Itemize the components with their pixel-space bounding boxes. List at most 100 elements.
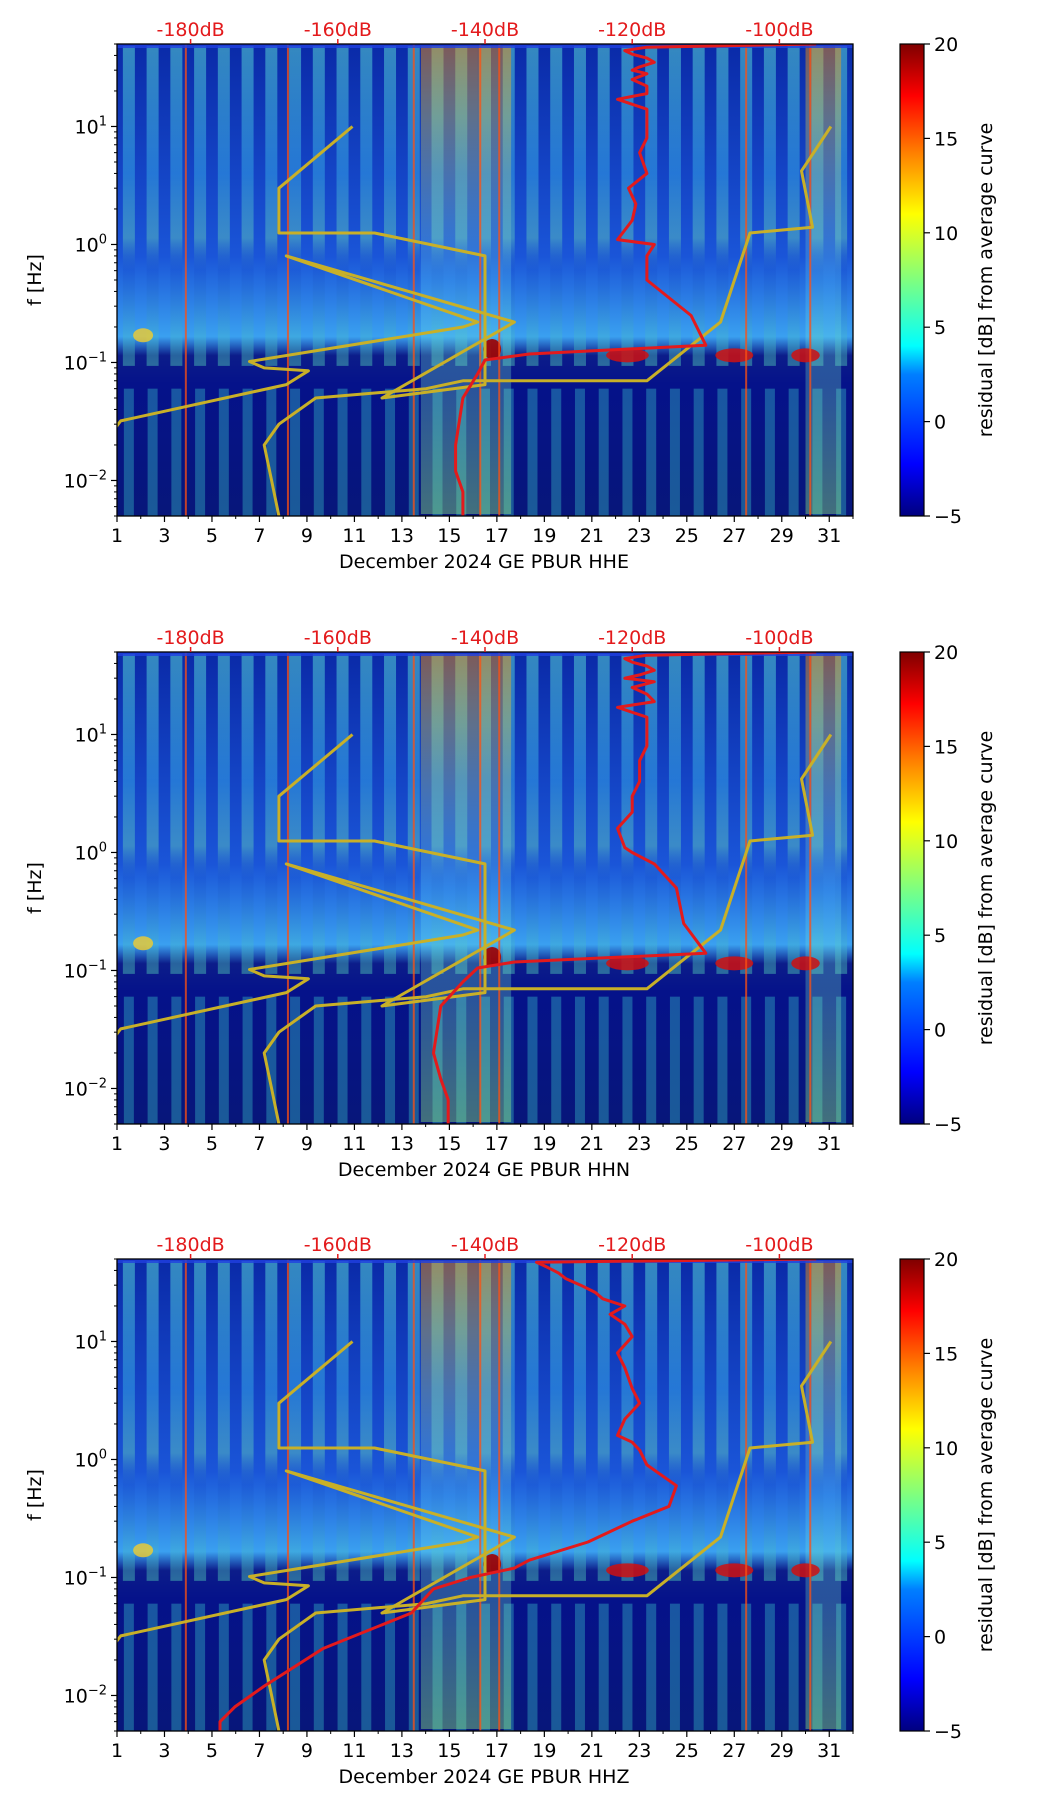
- daily-noise-stripe: [763, 1261, 776, 1581]
- daily-low-freq-stripe: [385, 1603, 396, 1731]
- y-tick-label: 101: [75, 114, 107, 138]
- daily-low-freq-stripe: [218, 388, 229, 516]
- colorbar-tick-label: 5: [934, 317, 946, 339]
- daily-low-freq-stripe: [337, 1603, 348, 1731]
- microseism-hotspot: [715, 956, 754, 971]
- microseism-hotspot: [606, 348, 649, 363]
- microseism-hotspot: [606, 956, 649, 971]
- daily-low-freq-stripe: [622, 388, 633, 516]
- noise-burst-band: [477, 1261, 512, 1729]
- x-tick-label: 9: [301, 1740, 313, 1762]
- microseism-hotspot: [133, 328, 154, 343]
- daily-noise-stripe: [692, 1261, 705, 1581]
- daily-low-freq-stripe: [385, 996, 396, 1124]
- daily-noise-stripe: [170, 46, 183, 366]
- daily-noise-stripe: [716, 654, 729, 974]
- daily-low-freq-stripe: [123, 996, 134, 1124]
- x-tick-label: 1: [111, 1133, 123, 1155]
- colorbar-tick-label: −5: [934, 1114, 962, 1136]
- daily-noise-stripe: [122, 46, 135, 366]
- x-tick-label: 17: [485, 525, 509, 547]
- daily-low-freq-stripe: [598, 996, 609, 1124]
- daily-low-freq-stripe: [527, 388, 538, 516]
- x-tick-label: 15: [437, 1133, 461, 1155]
- colorbar-tick-label: 15: [934, 736, 958, 758]
- daily-low-freq-stripe: [788, 1603, 799, 1731]
- top-band: [117, 1259, 853, 1263]
- daily-noise-stripe: [217, 1261, 230, 1581]
- daily-low-freq-stripe: [693, 1603, 704, 1731]
- daily-noise-stripe: [597, 46, 610, 366]
- daily-noise-stripe: [763, 654, 776, 974]
- daily-noise-stripe: [716, 46, 729, 366]
- daily-low-freq-stripe: [551, 1603, 562, 1731]
- daily-low-freq-stripe: [195, 1603, 206, 1731]
- daily-noise-stripe: [312, 46, 325, 366]
- daily-noise-stripe: [787, 654, 800, 974]
- noise-burst-band: [420, 654, 478, 1122]
- daily-noise-stripe: [194, 654, 207, 974]
- y-tick-label: 10−1: [64, 1565, 107, 1589]
- daily-noise-stripe: [170, 1261, 183, 1581]
- daily-noise-stripe: [597, 654, 610, 974]
- mean-noise-curve: [432, 652, 817, 1124]
- colorbar-gradient: [899, 651, 925, 1125]
- daily-low-freq-stripe: [361, 1603, 372, 1731]
- daily-low-freq-stripe: [717, 996, 728, 1124]
- y-tick-label: 10−2: [64, 468, 107, 492]
- x-tick-label: 23: [627, 525, 651, 547]
- daily-noise-stripe: [336, 654, 349, 974]
- top-band: [117, 44, 853, 48]
- daily-low-freq-stripe: [266, 388, 277, 516]
- daily-noise-stripe: [360, 46, 373, 366]
- top-band: [117, 652, 853, 656]
- daily-noise-stripe: [384, 1261, 397, 1581]
- daily-low-freq-stripe: [313, 1603, 324, 1731]
- daily-low-freq-stripe: [574, 996, 585, 1124]
- top-db-label: -140dB: [451, 19, 519, 41]
- x-tick-label: 7: [253, 1740, 265, 1762]
- colorbar-tick-label: 20: [934, 1249, 958, 1271]
- y-tick-label: 10−1: [64, 958, 107, 982]
- colorbar-tick-label: 15: [934, 1343, 958, 1365]
- daily-low-freq-stripe: [361, 996, 372, 1124]
- x-tick-label: 3: [158, 1740, 170, 1762]
- x-tick-label: 31: [817, 525, 841, 547]
- daily-low-freq-stripe: [788, 996, 799, 1124]
- top-db-label: -180dB: [156, 19, 224, 41]
- colorbar-tick-label: −5: [934, 1721, 962, 1743]
- x-tick-label: 31: [817, 1133, 841, 1155]
- top-db-label: -140dB: [451, 627, 519, 649]
- colorbar-gradient: [899, 43, 925, 517]
- x-tick-label: 25: [675, 525, 699, 547]
- top-db-label: -120dB: [598, 1234, 666, 1256]
- colorbar-tick-label: 20: [934, 642, 958, 664]
- x-axis-label: December 2024 GE PBUR HHN: [338, 1159, 630, 1181]
- daily-noise-stripe: [217, 654, 230, 974]
- daily-noise-stripe: [621, 46, 634, 366]
- x-tick-label: 5: [206, 1133, 218, 1155]
- daily-low-freq-stripe: [313, 388, 324, 516]
- noise-burst-band: [805, 46, 842, 514]
- daily-low-freq-stripe: [266, 996, 277, 1124]
- daily-low-freq-stripe: [195, 996, 206, 1124]
- daily-noise-stripe: [289, 654, 302, 974]
- microseism-hotspot: [483, 1554, 502, 1575]
- daily-noise-stripe: [763, 46, 776, 366]
- daily-noise-stripe: [597, 1261, 610, 1581]
- daily-noise-stripe: [241, 654, 254, 974]
- daily-noise-stripe: [265, 1261, 278, 1581]
- daily-noise-stripe: [621, 1261, 634, 1581]
- daily-low-freq-stripe: [218, 1603, 229, 1731]
- daily-noise-stripe: [621, 654, 634, 974]
- daily-low-freq-stripe: [622, 1603, 633, 1731]
- x-tick-label: 27: [722, 525, 746, 547]
- noise-burst-band: [420, 46, 478, 514]
- daily-noise-stripe: [573, 654, 586, 974]
- x-tick-label: 29: [770, 1740, 794, 1762]
- x-tick-label: 5: [206, 1740, 218, 1762]
- daily-noise-stripe: [526, 1261, 539, 1581]
- microseism-hotspot: [133, 936, 154, 951]
